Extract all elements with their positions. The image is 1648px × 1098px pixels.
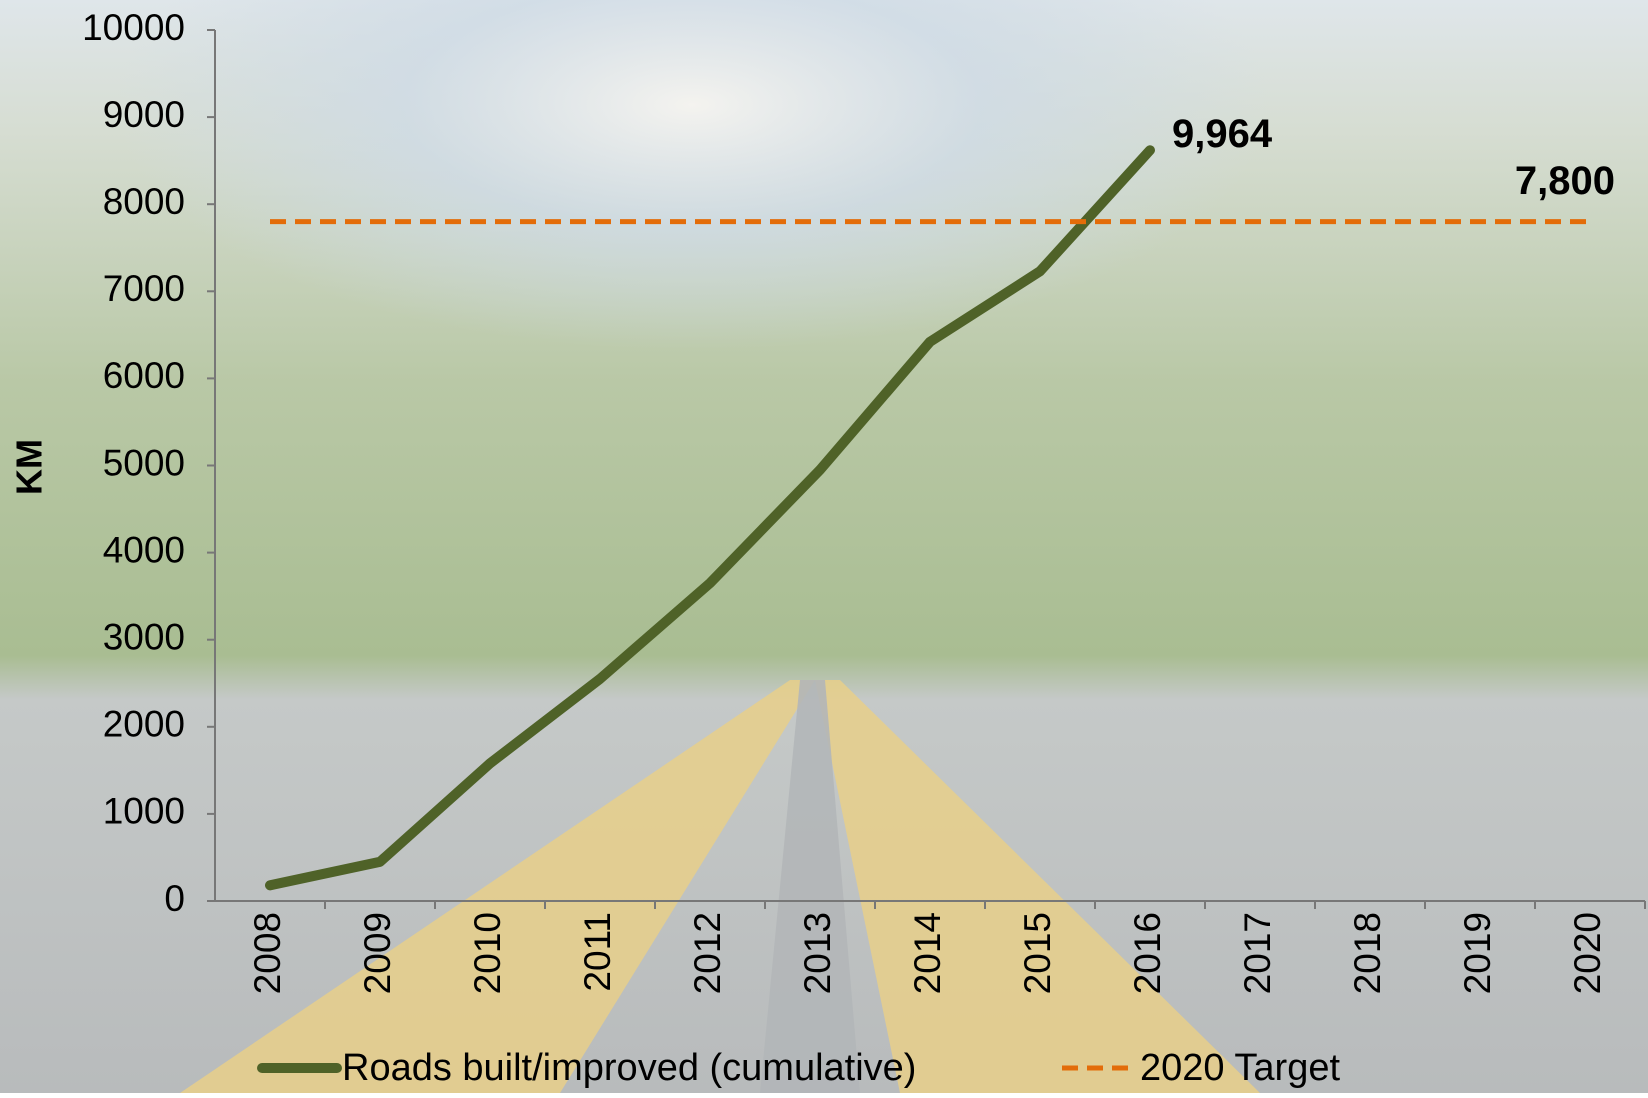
x-tick-label: 2016 <box>1127 912 1168 994</box>
y-tick-label: 1000 <box>103 791 185 832</box>
y-tick-label: 7000 <box>103 268 185 309</box>
y-tick-label: 8000 <box>103 181 185 222</box>
y-tick-label: 5000 <box>103 442 185 483</box>
x-tick-label: 2013 <box>797 912 838 994</box>
y-tick-label: 4000 <box>103 529 185 570</box>
y-axis-label: KM <box>9 439 50 495</box>
x-tick-label: 2017 <box>1237 912 1278 994</box>
annotation: 9,964 <box>1172 112 1273 156</box>
legend-label: 2020 Target <box>1140 1047 1340 1089</box>
y-tick-label: 2000 <box>103 704 185 745</box>
y-tick-label: 10000 <box>82 7 185 48</box>
x-tick-label: 2015 <box>1017 912 1058 994</box>
x-tick-label: 2009 <box>357 912 398 994</box>
y-tick-label: 3000 <box>103 616 185 657</box>
legend-label: Roads built/improved (cumulative) <box>342 1047 916 1089</box>
y-tick-label: 6000 <box>103 355 185 396</box>
x-tick-label: 2011 <box>577 912 618 992</box>
x-tick-label: 2014 <box>907 912 948 994</box>
x-tick-label: 2012 <box>687 912 728 994</box>
value-label: 7,800 <box>1515 159 1615 203</box>
x-tick-label: 2010 <box>467 912 508 994</box>
x-tick-label: 2018 <box>1347 912 1388 994</box>
x-tick-label: 2020 <box>1567 912 1608 994</box>
chart: KM 0 1000 2000 3000 4000 5000 6000 7000 8000 9000… <box>0 0 1648 1093</box>
x-tick-label: 2008 <box>247 912 288 994</box>
y-tick-label: 0 <box>164 878 185 919</box>
y-tick-label: 9000 <box>103 94 185 135</box>
x-tick-label: 2019 <box>1457 912 1498 994</box>
